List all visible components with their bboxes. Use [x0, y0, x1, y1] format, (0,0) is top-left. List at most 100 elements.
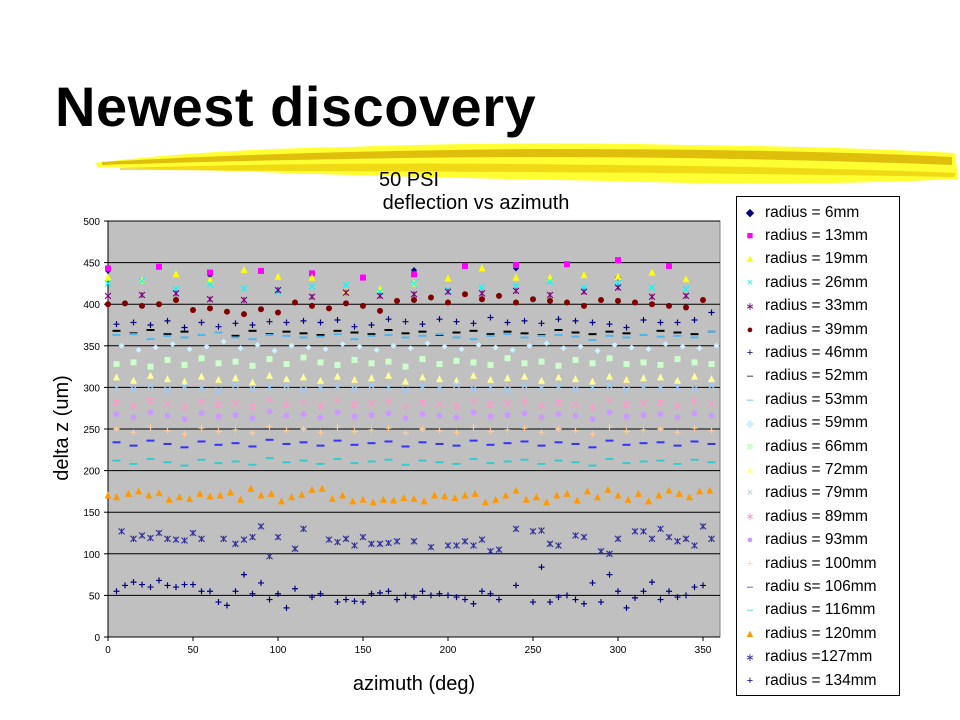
data-point-series-14	[300, 411, 307, 418]
data-point-series-19	[597, 547, 605, 555]
data-point-series-19	[444, 542, 452, 549]
data-point-series-11	[487, 375, 494, 383]
data-point-series-1	[309, 270, 315, 277]
data-point-series-18	[339, 491, 347, 499]
data-point-series-14	[215, 413, 222, 420]
data-point-series-15	[521, 425, 528, 432]
data-point-series-19	[580, 533, 588, 541]
data-point-series-19	[648, 535, 656, 543]
legend-label: radius = 52mm	[765, 367, 868, 385]
data-point-series-14	[113, 411, 120, 418]
legend-label: radius = 46mm	[765, 344, 868, 362]
data-point-series-9	[237, 345, 244, 352]
data-point-series-11	[555, 373, 562, 381]
data-point-series-5	[581, 302, 587, 309]
legend-item: ∗ radius = 89mm	[743, 505, 899, 528]
legend-item: + radius = 100mm	[743, 552, 899, 575]
data-point-series-20	[623, 604, 630, 611]
data-point-series-18	[461, 491, 469, 499]
data-point-series-1	[207, 269, 213, 276]
data-point-series-12	[181, 383, 188, 390]
data-point-series-15	[674, 429, 681, 436]
data-point-series-9	[594, 347, 601, 354]
legend-marker-icon: +	[746, 674, 754, 687]
data-point-series-14	[164, 412, 171, 419]
data-point-series-5	[683, 304, 689, 311]
data-point-series-5	[445, 299, 451, 306]
data-point-series-19	[478, 536, 486, 544]
data-point-series-12	[249, 385, 256, 393]
data-point-series-19	[274, 533, 282, 541]
data-point-series-19	[385, 539, 392, 547]
data-point-series-20	[156, 577, 162, 584]
data-point-series-13	[402, 403, 409, 410]
data-point-series-18	[451, 494, 459, 502]
data-point-series-15	[351, 428, 358, 435]
data-point-series-9	[509, 346, 516, 353]
data-point-series-18	[696, 487, 704, 495]
data-point-series-19	[342, 535, 350, 543]
x-tick-label: 100	[270, 645, 287, 656]
data-point-series-18	[165, 495, 173, 503]
data-point-series-18	[390, 496, 398, 504]
data-point-series-15	[453, 429, 460, 436]
data-point-series-19	[266, 552, 273, 560]
legend-item: ● radius = 39mm	[743, 318, 899, 341]
data-point-series-15	[334, 424, 341, 431]
data-point-series-11	[606, 372, 613, 380]
data-point-series-20	[147, 584, 154, 591]
data-point-series-20	[241, 571, 247, 578]
data-point-series-19	[682, 535, 690, 543]
data-point-series-11	[181, 377, 188, 385]
legend-label: radius = 26mm	[765, 273, 868, 291]
data-point-series-13	[606, 397, 613, 405]
legend-marker-icon: –	[746, 580, 754, 593]
y-tick-label: 400	[83, 300, 100, 311]
data-point-series-11	[130, 376, 137, 384]
data-point-series-20	[589, 579, 596, 586]
data-point-series-19	[529, 527, 537, 535]
data-point-series-12	[691, 385, 698, 393]
data-point-series-9	[356, 343, 363, 350]
data-point-series-12	[402, 387, 409, 395]
data-point-series-18	[492, 495, 500, 503]
data-point-series-5	[615, 297, 621, 304]
legend-label: radius = 33mm	[765, 297, 868, 315]
data-point-series-5	[547, 297, 553, 304]
data-point-series-6	[249, 322, 256, 328]
data-point-series-5	[479, 296, 485, 303]
data-point-series-20	[606, 571, 613, 578]
data-point-series-19	[674, 537, 681, 545]
legend-label: radius = 59mm	[765, 414, 868, 432]
data-point-series-15	[589, 430, 596, 437]
data-point-series-9	[543, 340, 550, 347]
data-point-series-9	[203, 343, 210, 350]
data-point-series-13	[453, 402, 460, 410]
data-point-series-5	[666, 302, 672, 309]
data-point-series-11	[521, 372, 528, 380]
data-point-series-6	[453, 318, 460, 325]
legend-label: radius = 66mm	[765, 437, 868, 455]
data-point-series-10	[283, 361, 290, 368]
data-point-series-6	[266, 318, 273, 325]
data-point-series-5	[105, 301, 111, 308]
legend-item: – radius = 52mm	[743, 365, 899, 388]
data-point-series-18	[410, 494, 418, 502]
data-point-series-10	[334, 361, 341, 368]
data-point-series-15	[640, 426, 647, 433]
data-point-series-20	[538, 564, 545, 571]
data-point-series-6	[589, 319, 596, 326]
data-point-series-2	[206, 276, 214, 284]
data-point-series-6	[164, 317, 171, 324]
data-point-series-5	[530, 296, 536, 303]
data-point-series-14	[674, 414, 681, 421]
data-point-series-6	[334, 317, 341, 324]
data-point-series-4	[614, 284, 622, 291]
data-point-series-6	[232, 320, 239, 327]
data-point-series-15	[708, 427, 715, 434]
data-point-series-2	[580, 271, 588, 279]
legend-item: ■ radius = 13mm	[743, 224, 899, 247]
data-point-series-18	[583, 487, 591, 495]
data-point-series-19	[172, 536, 180, 544]
data-point-series-19	[393, 537, 401, 545]
